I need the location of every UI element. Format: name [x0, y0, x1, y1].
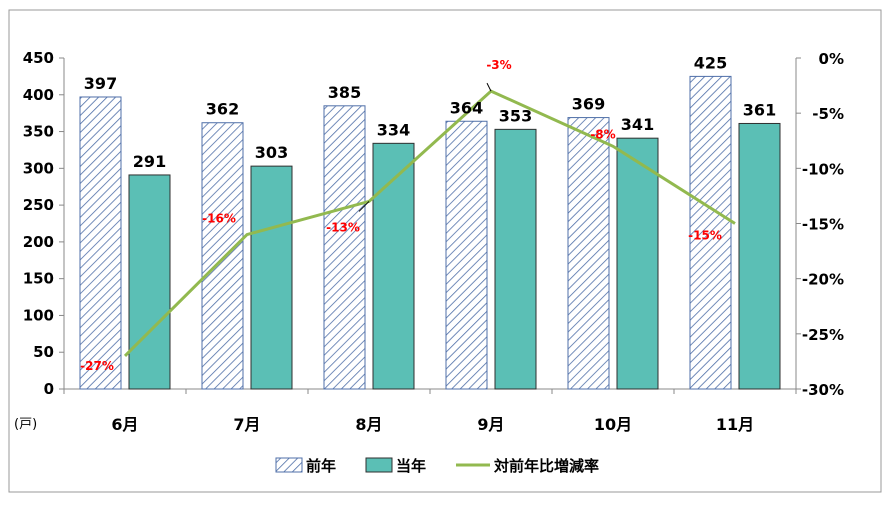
y-tick-label: 400 — [23, 86, 54, 104]
rate-label: -3% — [486, 58, 511, 72]
axes: 0 50 100 150 200 250 300 350 400 450 0% -5% -10% -15%… — [14, 49, 844, 434]
x-tick-label: 7月 — [233, 415, 260, 434]
y-tick-label: 300 — [23, 159, 54, 177]
bar-this-year-label: 341 — [621, 115, 654, 134]
bar-prev-year — [567, 117, 610, 390]
rate-label-leader — [358, 201, 370, 212]
bar-prev-year — [323, 105, 366, 390]
bar-this-year — [128, 174, 171, 390]
bar-prev-year-label: 425 — [694, 53, 727, 72]
y-tick-label: 450 — [23, 49, 54, 67]
rate-label: -8% — [590, 127, 615, 141]
bar-prev-year-label: 397 — [84, 74, 117, 93]
bar-prev-year-label: 385 — [328, 83, 361, 102]
legend-label: 対前年比増減率 — [493, 457, 599, 475]
legend-swatch-this-year — [365, 457, 393, 473]
y2-tick-label: 0% — [819, 50, 844, 68]
rate-label-leader — [486, 82, 492, 92]
bar-prev-year-label: 362 — [206, 100, 239, 119]
x-tick-label: 6月 — [111, 415, 138, 434]
y-tick-label: 250 — [23, 196, 54, 214]
bar-this-year — [738, 122, 781, 390]
y2-tick-label: -20% — [802, 271, 844, 289]
y2-tick-label: -10% — [802, 160, 844, 178]
rate-label: -16% — [202, 212, 236, 226]
y-tick-label: 350 — [23, 123, 54, 141]
legend-swatch-prev-year — [275, 457, 303, 473]
legend-label: 当年 — [396, 457, 426, 475]
bars — [79, 75, 781, 390]
rate-line-group — [123, 82, 736, 357]
y-tick-label: 0 — [44, 380, 54, 398]
rate-line — [123, 89, 736, 357]
rate-label: -15% — [688, 229, 722, 243]
y-tick-label: 150 — [23, 270, 54, 288]
bar-this-year-label: 291 — [133, 152, 166, 171]
bar-this-year-label: 303 — [255, 143, 288, 162]
y-tick-label: 100 — [23, 306, 54, 324]
bar-prev-year — [445, 120, 488, 390]
y2-tick-label: -30% — [802, 381, 844, 399]
bar-this-year-label: 334 — [377, 120, 410, 139]
y2-tick-label: -5% — [812, 105, 844, 123]
x-tick-label: 8月 — [355, 415, 382, 434]
bar-this-year-label: 353 — [499, 106, 532, 125]
bar-this-year-label: 361 — [743, 100, 776, 119]
y-axis-unit: (戸) — [14, 417, 37, 432]
bar-prev-year-label: 364 — [450, 98, 483, 117]
legend: 前年 当年 対前年比増減率 — [275, 457, 599, 475]
bar-this-year — [372, 142, 415, 390]
x-tick-label: 9月 — [477, 415, 504, 434]
data-labels: 397 291 362 303 385 334 364 353 369 341 425 361 -27%… — [80, 53, 776, 373]
rate-label: -27% — [80, 359, 114, 373]
y2-tick-label: -15% — [802, 216, 844, 234]
bar-this-year — [494, 128, 537, 390]
y2-tick-label: -25% — [802, 326, 844, 344]
rate-label: -13% — [326, 220, 360, 234]
bar-prev-year — [79, 96, 122, 390]
y-tick-label: 50 — [33, 343, 54, 361]
bar-this-year — [250, 165, 293, 390]
x-tick-label: 11月 — [716, 415, 754, 434]
bar-prev-year — [201, 122, 244, 390]
x-tick-label: 10月 — [594, 415, 632, 434]
bar-prev-year-label: 369 — [572, 95, 605, 114]
legend-label: 前年 — [306, 457, 336, 475]
bar-prev-year — [689, 75, 732, 390]
bar-this-year — [616, 137, 659, 390]
y-tick-label: 200 — [23, 233, 54, 251]
